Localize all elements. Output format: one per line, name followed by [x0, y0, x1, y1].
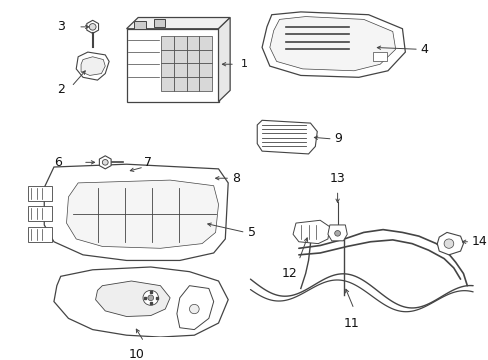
Text: 5: 5 — [247, 226, 255, 239]
Circle shape — [443, 239, 453, 248]
Polygon shape — [76, 52, 109, 80]
Bar — [153, 19, 165, 27]
Circle shape — [147, 295, 153, 301]
Text: 12: 12 — [281, 267, 297, 280]
Text: 6: 6 — [54, 156, 61, 169]
Text: 7: 7 — [143, 156, 152, 169]
Polygon shape — [257, 120, 317, 154]
Text: 3: 3 — [57, 21, 64, 33]
Bar — [174, 50, 186, 63]
Bar — [199, 50, 212, 63]
Bar — [28, 206, 52, 221]
Text: 2: 2 — [57, 83, 64, 96]
Bar — [161, 63, 174, 77]
Polygon shape — [327, 225, 346, 241]
Bar — [161, 50, 174, 63]
Bar — [174, 36, 186, 50]
Bar — [28, 227, 52, 242]
Polygon shape — [54, 267, 228, 337]
Bar — [186, 50, 199, 63]
Polygon shape — [66, 180, 218, 248]
Bar — [126, 29, 218, 102]
Text: 11: 11 — [343, 316, 358, 329]
Bar — [373, 52, 386, 62]
Bar — [174, 63, 186, 77]
Bar — [186, 77, 199, 91]
Bar — [186, 36, 199, 50]
Polygon shape — [269, 17, 395, 71]
Circle shape — [89, 24, 96, 30]
Text: 14: 14 — [471, 235, 487, 248]
Text: 8: 8 — [232, 172, 240, 185]
Bar — [199, 77, 212, 91]
Polygon shape — [86, 20, 99, 33]
Circle shape — [142, 291, 158, 305]
Circle shape — [189, 304, 199, 314]
Bar — [134, 21, 145, 29]
Bar — [174, 77, 186, 91]
Text: 10: 10 — [128, 348, 144, 360]
Bar — [186, 63, 199, 77]
Bar — [199, 36, 212, 50]
Polygon shape — [218, 18, 230, 102]
Polygon shape — [99, 156, 111, 169]
Text: 13: 13 — [329, 172, 345, 185]
Bar — [161, 36, 174, 50]
Polygon shape — [177, 286, 213, 330]
Polygon shape — [292, 220, 329, 244]
Circle shape — [102, 159, 108, 165]
Polygon shape — [126, 18, 230, 29]
Text: 4: 4 — [420, 43, 428, 56]
Text: 9: 9 — [334, 132, 342, 145]
Polygon shape — [44, 164, 228, 260]
Polygon shape — [436, 233, 463, 255]
Bar — [199, 63, 212, 77]
Circle shape — [334, 230, 340, 236]
Text: 1: 1 — [240, 59, 247, 69]
Bar — [28, 186, 52, 201]
Polygon shape — [81, 57, 105, 76]
Polygon shape — [95, 281, 170, 316]
Polygon shape — [262, 12, 405, 77]
Bar — [161, 77, 174, 91]
Polygon shape — [194, 171, 215, 186]
